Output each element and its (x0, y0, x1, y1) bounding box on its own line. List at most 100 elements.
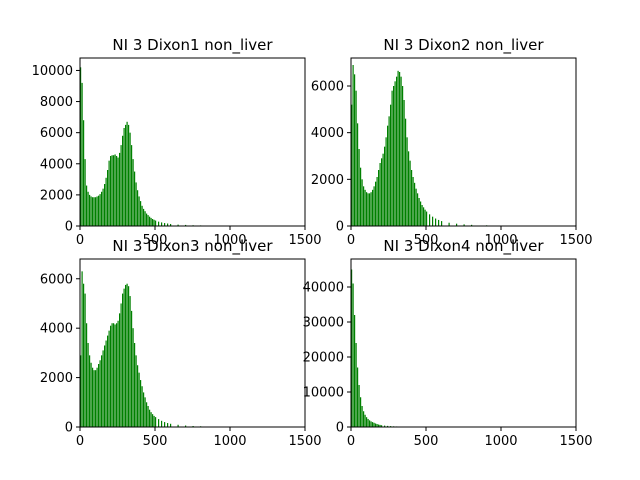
histogram-bar (463, 224, 465, 226)
histogram-bar (84, 293, 86, 427)
histogram-bar (108, 330, 110, 427)
y-tick-label: 6000 (311, 80, 344, 95)
histogram-bar (101, 191, 103, 226)
histogram-bar (363, 411, 365, 427)
histogram-bar (379, 424, 381, 427)
histogram-bar (397, 70, 399, 226)
histogram-bar (379, 163, 381, 226)
histogram-bar (81, 271, 83, 427)
histogram-bar (120, 303, 122, 427)
histogram-bar (158, 419, 160, 427)
x-tick-label: 0 (347, 434, 355, 449)
histogram-bar (152, 219, 154, 226)
y-tick-label: 2000 (40, 371, 73, 386)
subplot-title: NI 3 Dixon2 non_liver (383, 36, 544, 55)
histogram-bar (132, 159, 134, 226)
histogram-bar (107, 170, 109, 226)
histogram-bar (153, 415, 155, 427)
histogram-bar (141, 205, 143, 226)
histogram-bar (144, 211, 146, 226)
histogram-bar (95, 370, 97, 427)
histogram-bar (155, 220, 157, 226)
histogram-bar (87, 191, 89, 226)
histogram-bar (390, 104, 392, 226)
x-tick-label: 1500 (559, 434, 592, 449)
histogram-bar (143, 208, 145, 226)
histogram-bar (123, 288, 125, 427)
y-tick-label: 6000 (40, 126, 73, 141)
y-tick-label: 40000 (303, 281, 344, 296)
histogram-bar (355, 343, 357, 427)
histogram-bar (426, 211, 428, 226)
histogram-bar (429, 214, 431, 226)
histogram-bar (417, 193, 419, 226)
histogram-bar (99, 194, 101, 226)
histogram-bar (135, 182, 137, 226)
histogram-bar (375, 423, 377, 427)
histogram-bar (158, 221, 160, 226)
y-tick-label: 10000 (32, 64, 73, 79)
histogram-bar (80, 67, 82, 226)
histogram-bar (141, 386, 143, 427)
histogram-bar (441, 221, 443, 226)
histogram-bar (128, 124, 130, 226)
histogram-bar (354, 74, 356, 226)
x-tick-label: 500 (414, 233, 439, 248)
histogram-bar (150, 412, 152, 427)
histogram-bar (90, 362, 92, 427)
y-tick-label: 4000 (311, 126, 344, 141)
y-tick-label: 8000 (40, 95, 73, 110)
histogram-bar (122, 135, 124, 226)
histogram-bar (367, 193, 369, 226)
y-tick-label: 2000 (40, 188, 73, 203)
histogram-bar (387, 425, 389, 427)
x-tick-label: 0 (76, 233, 84, 248)
histogram-bar (360, 397, 362, 427)
histogram-bar (366, 417, 368, 427)
histogram-bar (105, 177, 107, 226)
histogram-bar (138, 196, 140, 226)
histogram-bar (164, 422, 166, 427)
x-tick-label: 0 (347, 233, 355, 248)
y-tick-label: 0 (336, 421, 344, 436)
subplot-title: NI 3 Dixon4 non_liver (383, 237, 544, 256)
histogram-bar (108, 160, 110, 226)
histogram-bar (113, 323, 115, 427)
histogram-bar (363, 186, 365, 226)
subplot-1: 0 500 1000 1500 0 2000 4000 6000 8000 10000 NI 3 D… (32, 36, 322, 248)
histogram-bar (147, 215, 149, 226)
histogram-bar (153, 219, 155, 226)
histogram-bar (351, 269, 353, 427)
histogram-bar (134, 171, 136, 226)
histogram-bar (96, 196, 98, 226)
histogram-bar (107, 335, 109, 427)
x-tick-label: 500 (143, 233, 168, 248)
histogram-bar (456, 223, 458, 226)
histogram-bar (412, 177, 414, 226)
histogram-bar (149, 216, 151, 226)
histogram-bar (144, 397, 146, 427)
histogram-bar (170, 223, 172, 226)
histogram-bar (185, 224, 187, 226)
histogram-bar (471, 224, 473, 226)
axes-frame (79, 258, 306, 428)
subplot-4: 0 500 1000 1500 0 10000 20000 30000 40000 NI 3 Di… (303, 237, 593, 449)
histogram-bar (369, 420, 371, 427)
histogram-bar (137, 190, 139, 226)
histogram-bar (354, 315, 356, 427)
histogram-bar (126, 121, 128, 226)
histogram-bar (361, 179, 363, 226)
histogram-bar (376, 424, 378, 427)
histogram-bar (369, 193, 371, 226)
x-tick-label: 1000 (213, 233, 246, 248)
histogram-bar (378, 170, 380, 226)
histogram-bar (89, 355, 91, 427)
histogram-bar (402, 86, 404, 226)
histogram-bar (101, 355, 103, 427)
histogram-bar (138, 372, 140, 427)
histogram-bar (382, 153, 384, 226)
histogram-bar (405, 118, 407, 226)
histogram-bar (385, 137, 387, 226)
histogram-bar (414, 182, 416, 226)
histogram-bar (90, 196, 92, 226)
